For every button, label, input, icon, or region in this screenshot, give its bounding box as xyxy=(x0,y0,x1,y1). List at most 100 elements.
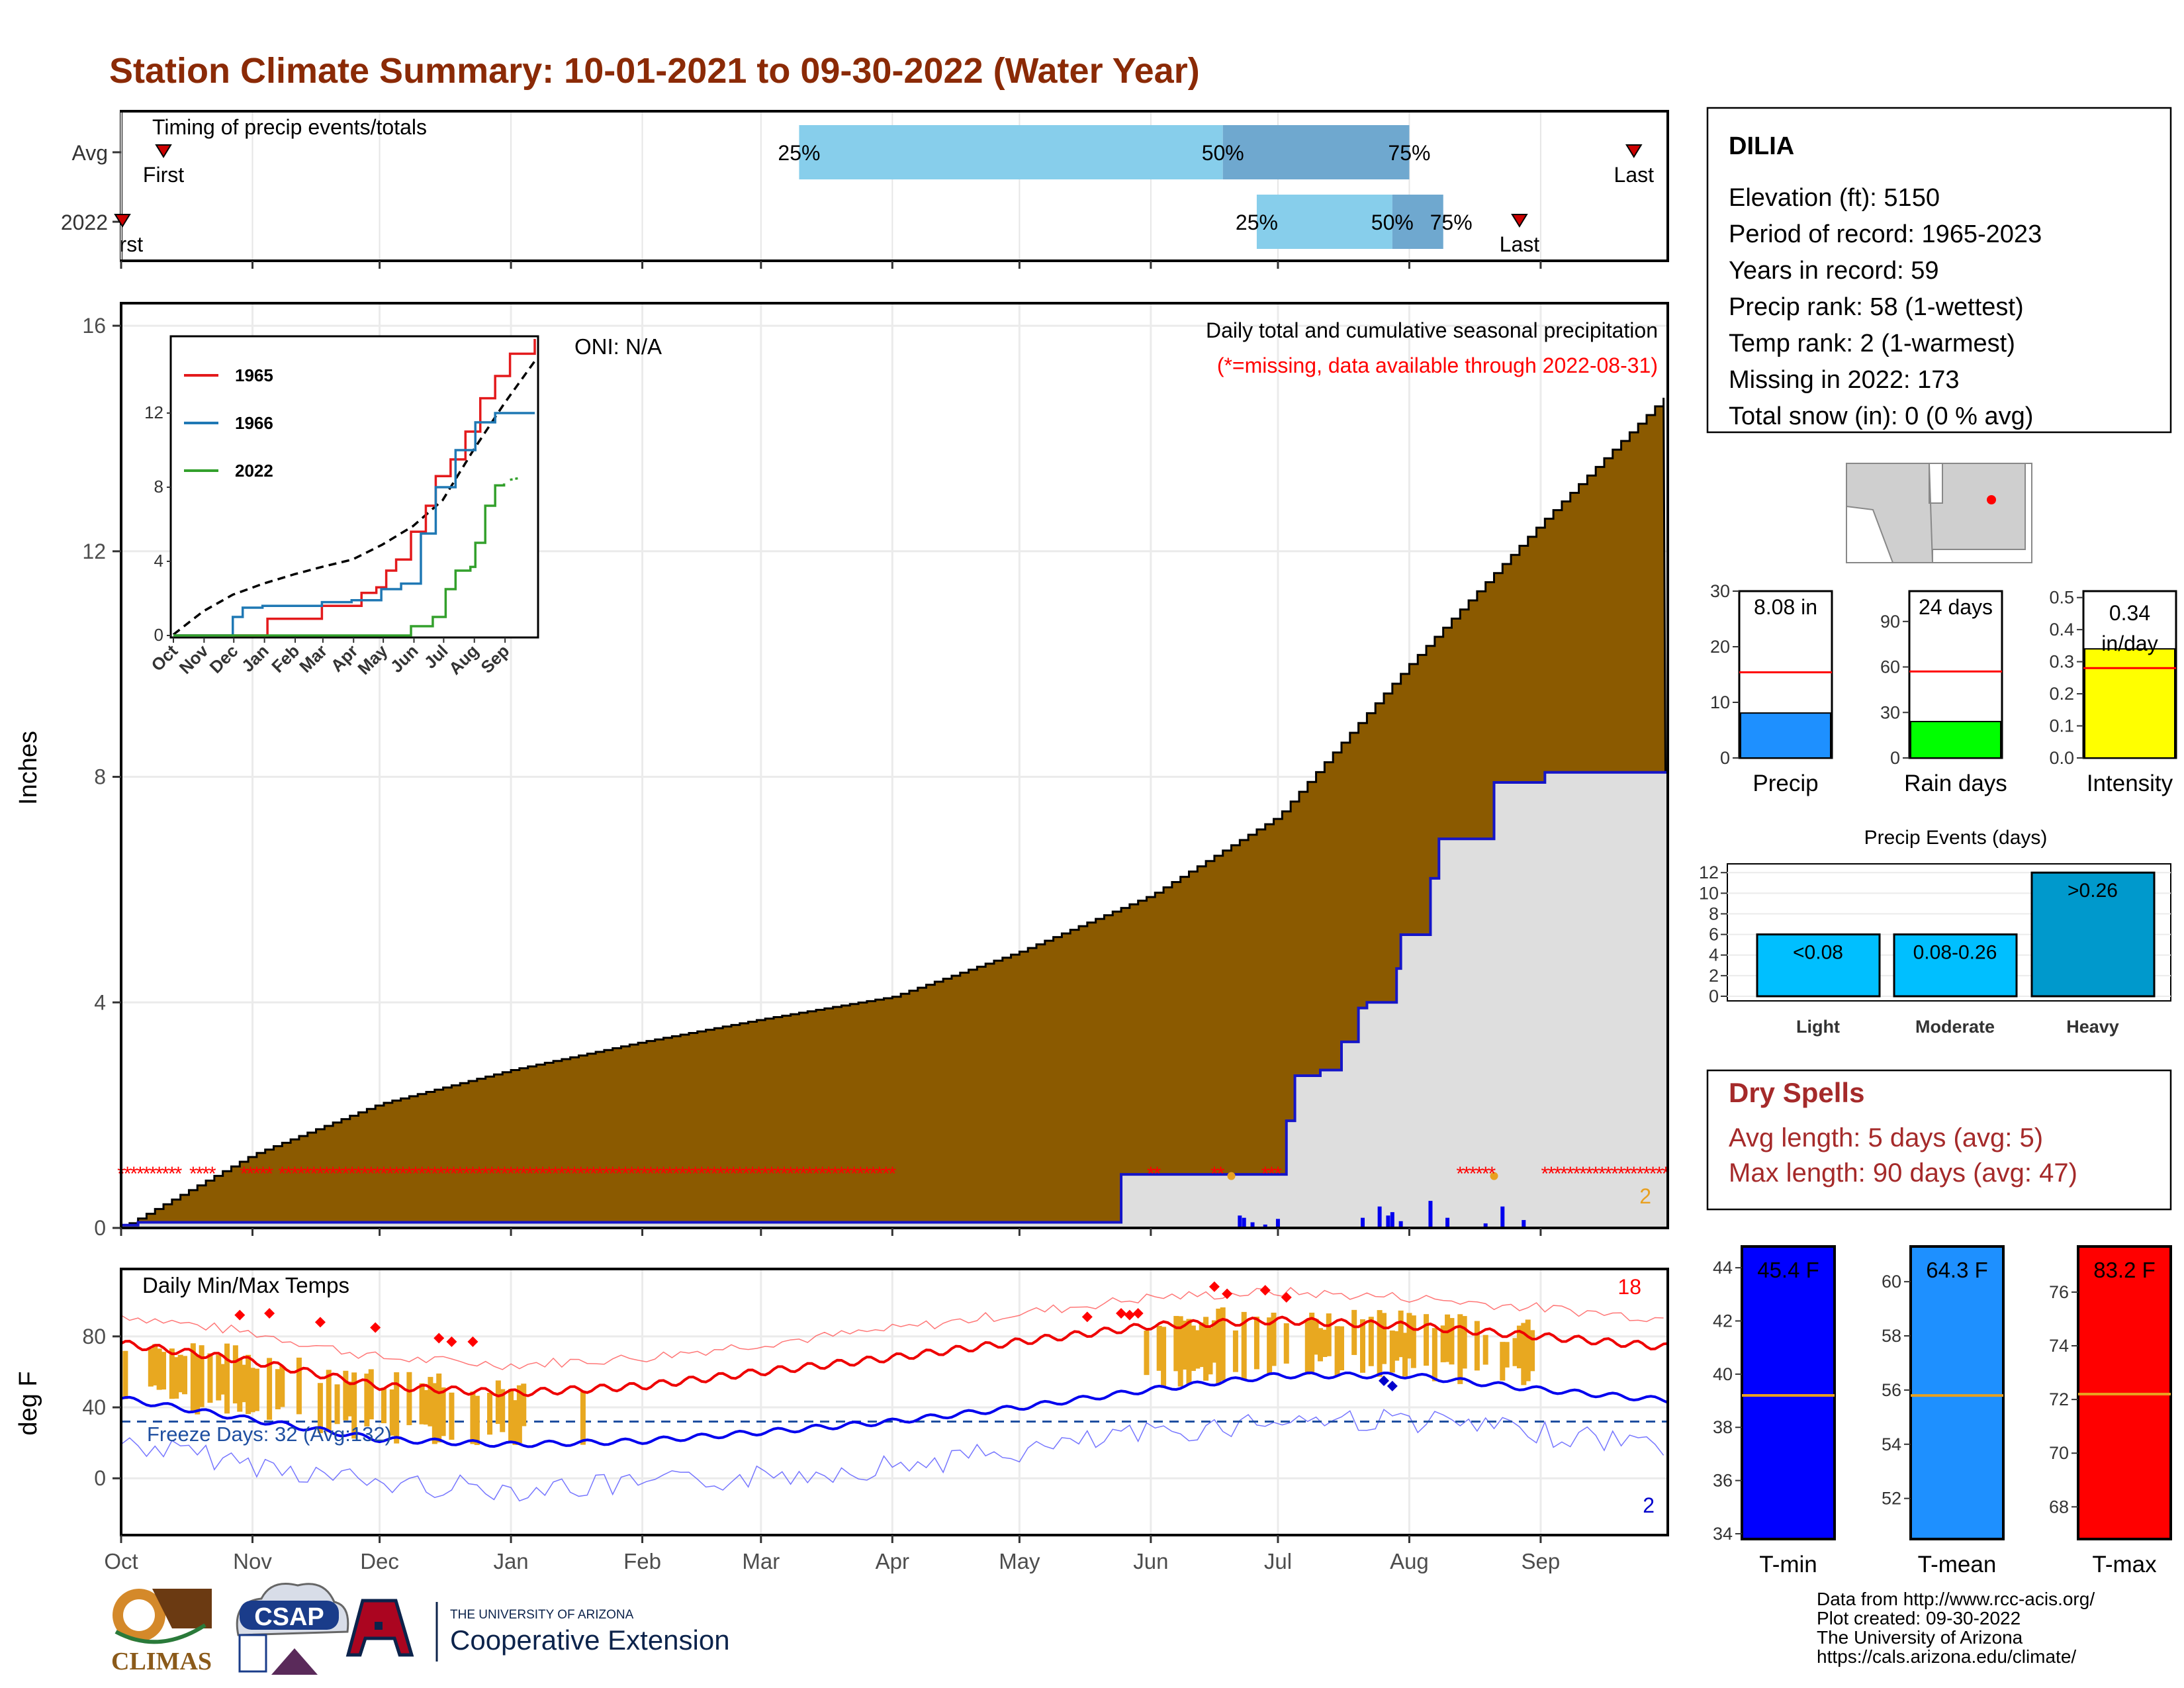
month-label: Dec xyxy=(360,1549,399,1573)
daily-precip-bar xyxy=(1428,1201,1433,1228)
temp-bar xyxy=(1232,1330,1238,1372)
temp-bar xyxy=(1402,1333,1408,1377)
events-y-tick: 6 xyxy=(1709,925,1719,945)
events-y-tick: 0 xyxy=(1709,986,1719,1006)
gauge-fill xyxy=(1910,721,2001,759)
missing-marker: * xyxy=(240,1163,248,1185)
missing-marker: * xyxy=(336,1163,343,1185)
month-label: May xyxy=(999,1549,1040,1573)
precip-dot xyxy=(1490,1172,1498,1180)
temp-bar xyxy=(347,1382,353,1417)
missing-marker: * xyxy=(729,1163,737,1185)
missing-marker: * xyxy=(1611,1163,1619,1185)
temp-bar xyxy=(241,1364,247,1403)
location-map xyxy=(1846,463,2032,563)
temp-bar xyxy=(207,1353,213,1403)
missing-marker: * xyxy=(838,1163,846,1185)
gauge-label: Precip xyxy=(1752,771,1818,796)
missing-marker: * xyxy=(463,1163,471,1185)
missing-marker: * xyxy=(1456,1163,1464,1185)
month-label: Apr xyxy=(876,1549,909,1573)
credits: Data from http://www.rcc-acis.org/Plot c… xyxy=(1817,1589,2095,1667)
gauge-fill xyxy=(2084,648,2175,759)
missing-marker: * xyxy=(570,1163,578,1185)
missing-marker: * xyxy=(316,1163,324,1185)
missing-marker: * xyxy=(615,1163,623,1185)
temp-bar xyxy=(237,1358,243,1412)
missing-marker: * xyxy=(1623,1163,1631,1185)
missing-marker: * xyxy=(545,1163,553,1185)
missing-marker: * xyxy=(628,1163,636,1185)
missing-marker: * xyxy=(692,1163,700,1185)
missing-note: (*=missing, data available through 2022-… xyxy=(1217,353,1658,377)
missing-marker: * xyxy=(736,1163,744,1185)
temp-bar xyxy=(343,1370,349,1421)
temp-bar xyxy=(195,1355,201,1415)
precip-count: 2 xyxy=(1639,1184,1651,1208)
station-info-line: Precip rank: 58 (1-wettest) xyxy=(1729,293,2024,321)
temp-gauge-tick: 60 xyxy=(1882,1272,1901,1291)
missing-marker: * xyxy=(1482,1163,1490,1185)
oni-label: ONI: N/A xyxy=(574,334,662,359)
missing-marker: * xyxy=(888,1163,896,1185)
temp-bar xyxy=(1424,1314,1430,1366)
temp-bar xyxy=(1474,1321,1480,1371)
missing-marker: * xyxy=(711,1163,719,1185)
gauge-tick-label: 0.5 xyxy=(2049,588,2074,608)
temp-bar xyxy=(1529,1330,1535,1372)
record-low-marker xyxy=(1379,1375,1390,1386)
missing-marker: * xyxy=(291,1163,299,1185)
missing-marker: * xyxy=(501,1163,509,1185)
record-max-line xyxy=(120,1287,1664,1370)
missing-marker: * xyxy=(514,1163,522,1185)
missing-marker: * xyxy=(876,1163,884,1185)
gauge-tick-label: 30 xyxy=(1710,581,1730,601)
temp-bar xyxy=(1461,1316,1467,1369)
missing-marker: * xyxy=(799,1163,807,1185)
temp-bar xyxy=(296,1357,302,1415)
temp-bar xyxy=(1504,1342,1510,1368)
dry-spells-max: Max length: 90 days (avg: 47) xyxy=(1729,1158,2077,1188)
missing-marker: * xyxy=(717,1163,725,1185)
month-label: Jun xyxy=(1133,1549,1168,1573)
temp-bar xyxy=(1304,1319,1310,1375)
record-high-marker xyxy=(1116,1308,1127,1319)
page-title: Station Climate Summary: 10-01-2021 to 0… xyxy=(109,51,1200,91)
svg-text:THE UNIVERSITY OF ARIZONA: THE UNIVERSITY OF ARIZONA xyxy=(450,1608,634,1622)
record-high-marker xyxy=(234,1309,246,1321)
timing-row-label: Avg xyxy=(71,141,108,165)
temp-gauge-tick: 56 xyxy=(1882,1380,1901,1400)
missing-marker: * xyxy=(297,1163,305,1185)
inset-line-1966 xyxy=(173,412,535,637)
temp-bar xyxy=(1322,1329,1328,1357)
temp-gauge-fill xyxy=(1741,1245,1836,1540)
temp-bar xyxy=(1500,1342,1506,1381)
missing-marker: * xyxy=(412,1163,420,1185)
events-y-tick: 12 xyxy=(1699,863,1719,882)
event-bar-label: 0.08-0.26 xyxy=(1913,942,1997,964)
missing-marker: * xyxy=(1210,1163,1218,1185)
missing-marker: * xyxy=(246,1163,254,1185)
month-label: Feb xyxy=(623,1549,661,1573)
missing-marker: * xyxy=(253,1163,261,1185)
daily-precip-bar xyxy=(1386,1215,1390,1228)
missing-marker: * xyxy=(647,1163,655,1185)
temp-bar xyxy=(1177,1316,1183,1387)
temp-bar xyxy=(474,1395,480,1445)
dry-spells-avg: Avg length: 5 days (avg: 5) xyxy=(1729,1123,2043,1152)
missing-marker: * xyxy=(424,1163,432,1185)
temp-bar xyxy=(279,1366,285,1407)
missing-marker: * xyxy=(156,1163,163,1185)
missing-marker: * xyxy=(672,1163,680,1185)
timing-row-label: 2022 xyxy=(61,211,108,234)
temp-bar xyxy=(1156,1325,1162,1371)
temp-gauge-tick: 68 xyxy=(2049,1497,2069,1517)
temp-bar xyxy=(1410,1315,1416,1368)
annual-gauges: 0 10 20 30 8.08 in Precip 0 30 60 90 24 days Rain d… xyxy=(1710,581,2177,796)
events-y-tick: 8 xyxy=(1709,904,1719,923)
record-high-marker xyxy=(314,1317,326,1328)
missing-marker: * xyxy=(1637,1163,1645,1185)
inset-y-tick: 4 xyxy=(154,551,163,571)
event-category: Heavy xyxy=(2066,1017,2119,1037)
temp-bar xyxy=(423,1390,429,1425)
